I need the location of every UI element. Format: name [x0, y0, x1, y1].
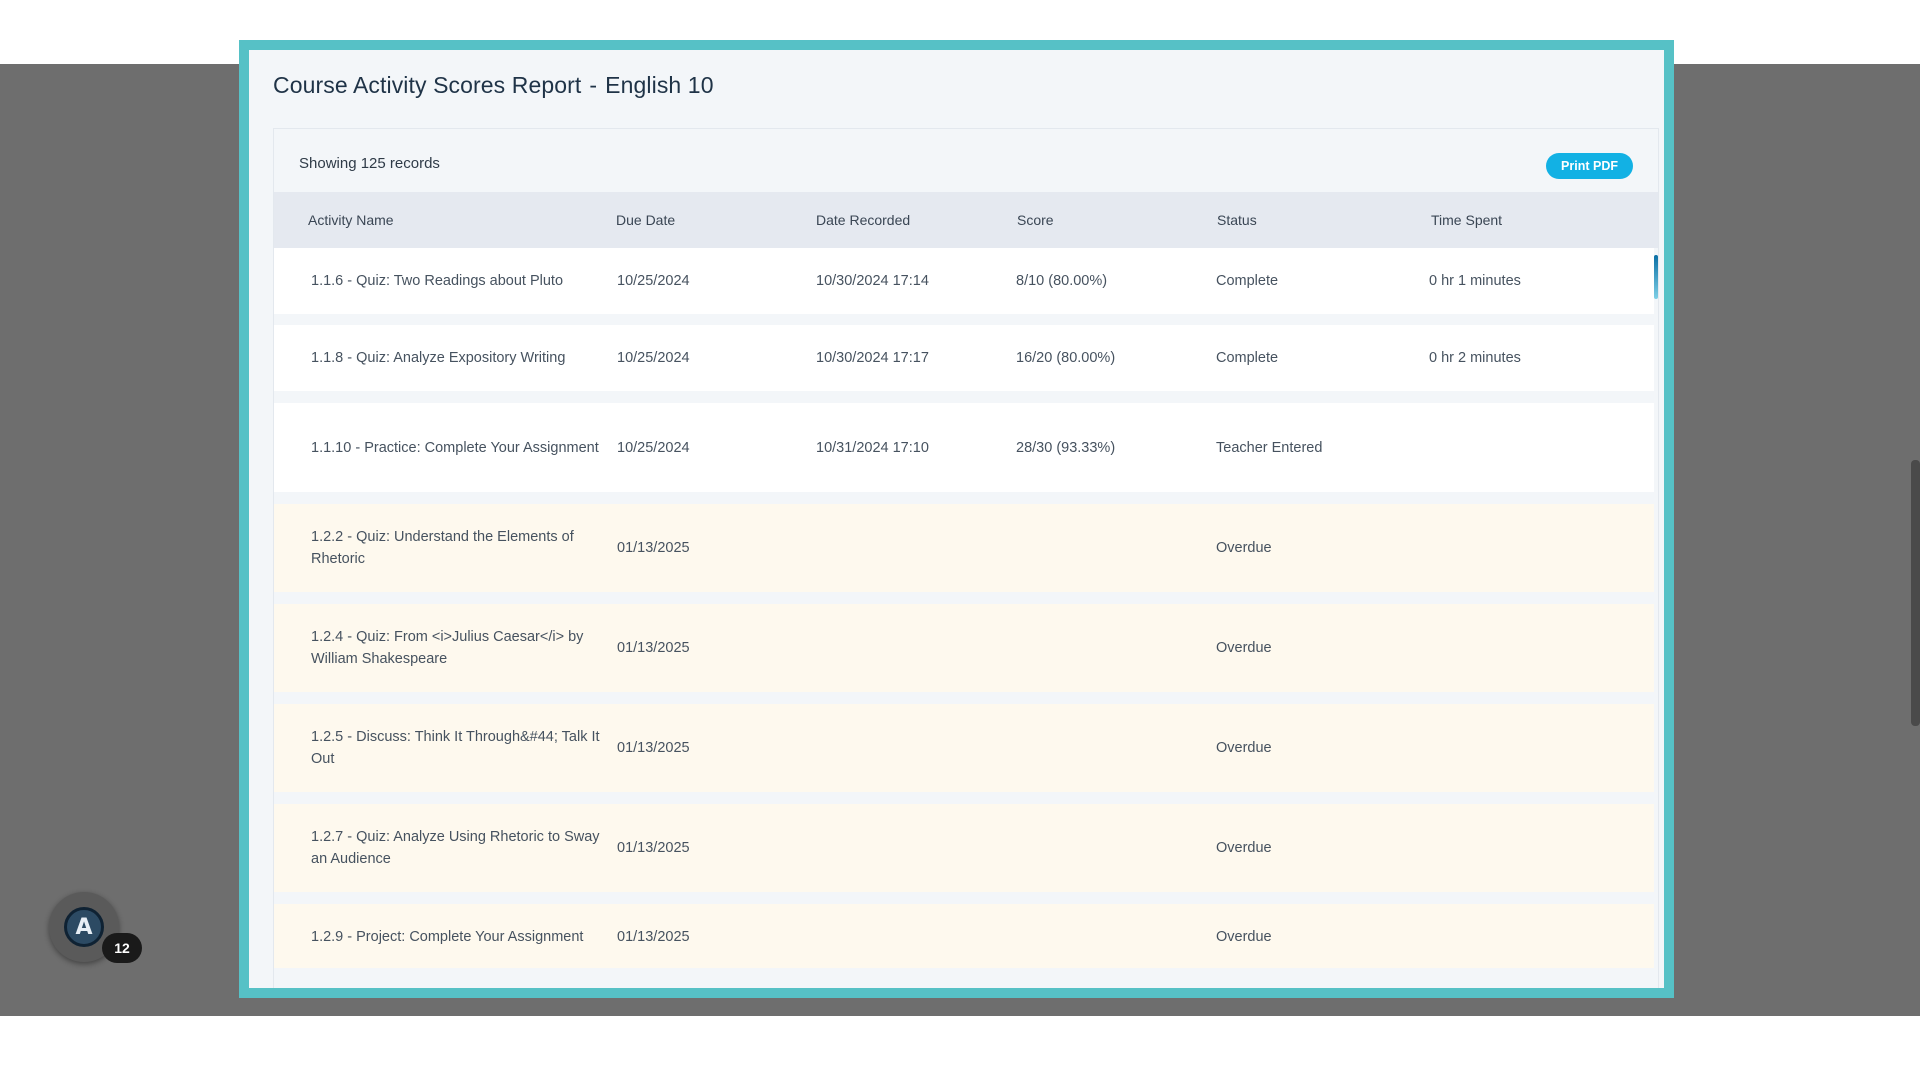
due-date-cell: 10/25/2024 [617, 273, 690, 289]
activity-name-cell: 1.2.9 - Project: Complete Your Assignmen… [311, 929, 584, 945]
table-row[interactable]: 1.2.7 - Quiz: Analyze Using Rhetoric to … [274, 804, 1654, 892]
activity-name-cell: 1.2.2 - Quiz: Understand the Elements of… [311, 529, 574, 567]
activity-name-cell: 1.1.10 - Practice: Complete Your Assignm… [311, 439, 599, 456]
table-row[interactable]: 1.1.10 - Practice: Complete Your Assignm… [274, 403, 1654, 492]
assistant-widget-button[interactable]: A [49, 892, 119, 962]
table-header: Activity Name Due Date Date Recorded Sco… [274, 192, 1658, 248]
table-row[interactable]: 1.2.4 - Quiz: From <i>Julius Caesar</i> … [274, 604, 1654, 692]
activity-name-cell: 1.2.4 - Quiz: From <i>Julius Caesar</i> … [311, 629, 584, 667]
date-recorded-cell: 10/30/2024 17:17 [816, 350, 929, 366]
score-cell: 28/30 (93.33%) [1016, 439, 1116, 456]
status-cell: Overdue [1216, 840, 1272, 856]
date-recorded-cell: 10/30/2024 17:14 [816, 273, 929, 289]
column-header-activity-name[interactable]: Activity Name [308, 212, 394, 228]
due-date-cell: 01/13/2025 [617, 640, 690, 656]
assistant-logo-icon: A [64, 907, 104, 947]
column-header-score[interactable]: Score [1017, 212, 1054, 228]
activity-name-cell: 1.1.8 - Quiz: Analyze Expository Writing [311, 350, 566, 366]
column-header-time-spent[interactable]: Time Spent [1431, 212, 1503, 228]
table-row[interactable]: 1.1.6 - Quiz: Two Readings about Pluto 1… [274, 248, 1654, 314]
column-header-status[interactable]: Status [1217, 212, 1257, 228]
table-row[interactable]: 1.1.8 - Quiz: Analyze Expository Writing… [274, 325, 1654, 391]
table-row[interactable]: 1.2.9 - Project: Complete Your Assignmen… [274, 904, 1654, 968]
notification-count-badge: 12 [102, 933, 142, 963]
due-date-cell: 01/13/2025 [617, 929, 690, 945]
report-title: Course Activity Scores Report - English 10 [273, 72, 714, 99]
time-spent-cell: 0 hr 2 minutes [1429, 350, 1521, 366]
column-header-due-date[interactable]: Due Date [616, 212, 676, 228]
table-body[interactable]: 1.1.6 - Quiz: Two Readings about Pluto 1… [274, 248, 1658, 968]
due-date-cell: 01/13/2025 [617, 540, 690, 556]
score-cell: 16/20 (80.00%) [1016, 350, 1116, 366]
due-date-cell: 01/13/2025 [617, 740, 690, 756]
activity-name-cell: 1.2.5 - Discuss: Think It Through&#44; T… [311, 729, 600, 767]
status-cell: Overdue [1216, 740, 1272, 756]
table-row[interactable]: 1.2.5 - Discuss: Think It Through&#44; T… [274, 704, 1654, 792]
status-cell: Teacher Entered [1216, 439, 1323, 456]
due-date-cell: 01/13/2025 [617, 840, 690, 856]
records-panel: Showing 125 records Print PDF Activity N… [273, 128, 1659, 988]
print-pdf-button[interactable]: Print PDF [1546, 153, 1633, 179]
due-date-cell: 10/25/2024 [617, 350, 690, 366]
report-title-separator: - [589, 72, 598, 98]
page-scrollbar[interactable] [1911, 460, 1920, 726]
activity-name-cell: 1.1.6 - Quiz: Two Readings about Pluto [311, 273, 564, 289]
status-cell: Overdue [1216, 640, 1272, 656]
course-name: English 10 [605, 72, 714, 98]
time-spent-cell: 0 hr 1 minutes [1429, 273, 1521, 289]
status-cell: Overdue [1216, 929, 1272, 945]
records-count: Showing 125 records [299, 155, 440, 172]
due-date-cell: 10/25/2024 [617, 439, 690, 456]
column-header-date-recorded[interactable]: Date Recorded [816, 212, 911, 228]
date-recorded-cell: 10/31/2024 17:10 [816, 439, 929, 456]
report-modal: Course Activity Scores Report - English 10… [239, 40, 1674, 998]
status-cell: Complete [1216, 350, 1279, 366]
activity-name-cell: 1.2.7 - Quiz: Analyze Using Rhetoric to … [311, 829, 600, 867]
report-modal-content: Course Activity Scores Report - English 10… [249, 50, 1664, 988]
score-cell: 8/10 (80.00%) [1016, 273, 1108, 289]
report-title-text: Course Activity Scores Report [273, 72, 582, 98]
table-scrollbar[interactable] [1654, 255, 1658, 299]
status-cell: Overdue [1216, 540, 1272, 556]
status-cell: Complete [1216, 273, 1279, 289]
table-row[interactable]: 1.2.2 - Quiz: Understand the Elements of… [274, 504, 1654, 592]
